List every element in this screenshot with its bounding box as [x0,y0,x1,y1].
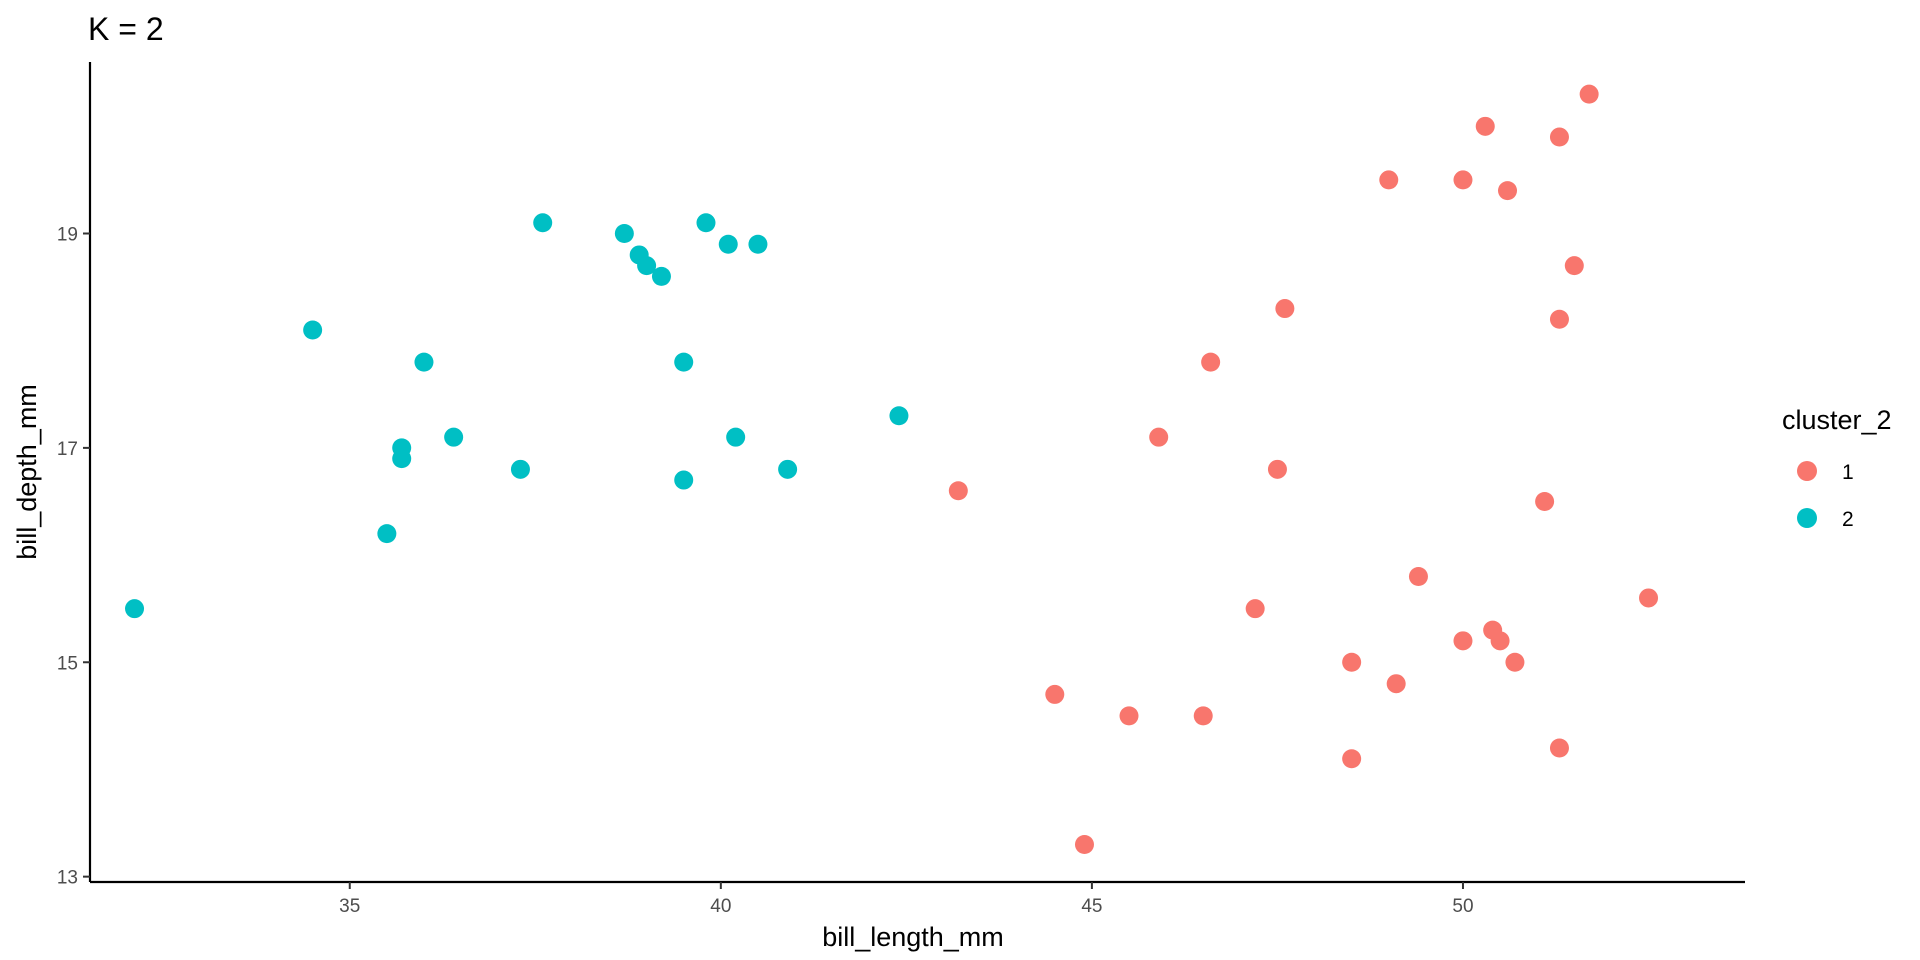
data-point [125,599,145,619]
data-point [377,524,397,544]
data-point [1342,749,1362,769]
data-point [674,470,694,490]
x-tick-label: 50 [1452,896,1473,917]
data-point [1074,834,1094,854]
data-point [726,427,746,447]
data-point [674,352,694,372]
legend-label: 2 [1842,508,1854,531]
y-tick-label: 17 [57,439,78,460]
y-tick-label: 15 [57,653,78,674]
y-tick-label: 13 [57,868,78,889]
data-point [1505,652,1525,672]
data-point [718,234,738,254]
x-tick-label: 35 [339,896,360,917]
x-tick-label: 40 [710,896,731,917]
legend-title: cluster_2 [1782,405,1892,435]
data-point [778,459,798,479]
data-point [1149,427,1169,447]
data-point [392,449,412,469]
series-1 [948,84,1659,854]
data-points [125,84,1659,854]
data-point [1453,170,1473,190]
y-axis-ticks: 13 15 17 19 [57,225,90,889]
x-axis-title: bill_length_mm [822,922,1004,952]
y-axis-title: bill_depth_mm [12,384,42,560]
data-point [637,256,657,276]
x-axis-ticks: 35 40 45 50 [339,882,1474,917]
data-point [1535,491,1555,511]
legend-label: 1 [1842,461,1854,484]
data-point [1549,738,1569,758]
data-point [1201,352,1221,372]
data-point [748,234,768,254]
data-point [1245,599,1265,619]
data-point [948,481,968,501]
legend-items: 12 [1797,461,1854,531]
data-point [1386,674,1406,694]
data-point [1490,631,1510,651]
data-point [1453,631,1473,651]
data-point [1193,706,1213,726]
data-point [1119,706,1139,726]
data-point [510,459,530,479]
data-point [533,213,553,233]
y-tick-label: 19 [57,225,78,246]
chart-title: K = 2 [88,11,164,47]
legend-key-1 [1797,461,1817,481]
data-point [1475,116,1495,136]
data-point [444,427,464,447]
data-point [303,320,323,340]
legend: cluster_2 12 [1782,405,1892,531]
data-point [1549,309,1569,329]
data-point [1342,652,1362,672]
legend-key-2 [1797,508,1817,528]
data-point [651,266,671,286]
series-2 [125,213,909,619]
data-point [1564,256,1584,276]
data-point [1579,84,1599,104]
data-point [1498,181,1518,201]
data-point [1267,459,1287,479]
data-point [889,406,909,426]
data-point [1639,588,1659,608]
data-point [614,224,634,244]
data-point [414,352,434,372]
data-point [1379,170,1399,190]
data-point [696,213,716,233]
data-point [1549,127,1569,147]
x-tick-label: 45 [1081,896,1102,917]
data-point [1408,567,1428,587]
data-point [1275,299,1295,319]
data-point [1045,684,1065,704]
